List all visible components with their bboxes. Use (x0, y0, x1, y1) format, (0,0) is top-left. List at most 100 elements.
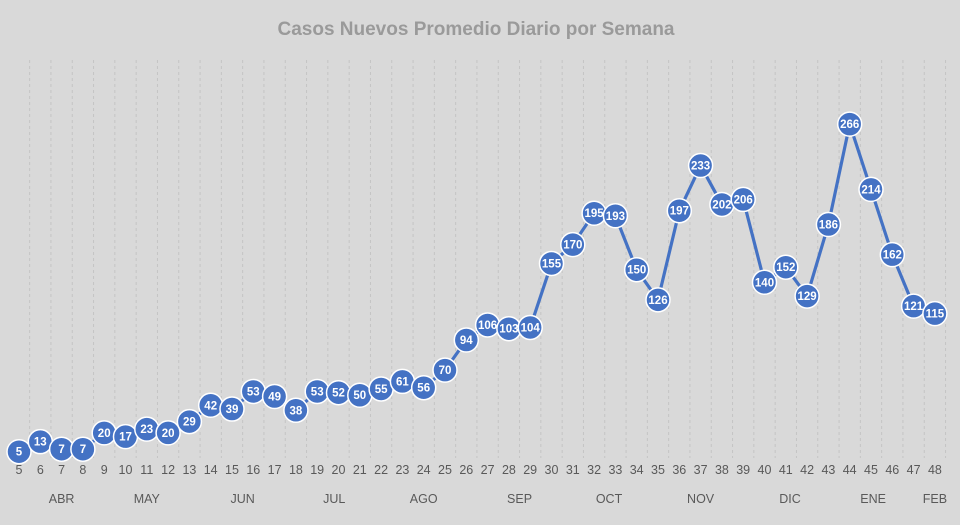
data-point (517, 314, 543, 341)
data-label: 49 (268, 391, 281, 403)
data-label: 193 (606, 211, 625, 223)
data-point (261, 383, 288, 410)
data-point (410, 374, 437, 401)
data-label: 106 (478, 320, 497, 332)
month-label: JUN (230, 492, 254, 506)
x-tick-label: 44 (843, 463, 857, 477)
month-label: FEB (923, 492, 947, 506)
month-label: AGO (410, 492, 438, 506)
data-label: 104 (521, 322, 541, 334)
x-tick-label: 36 (672, 463, 686, 477)
data-label: 23 (140, 424, 153, 436)
data-label: 56 (417, 383, 430, 395)
data-point (922, 300, 948, 327)
x-tick-label: 16 (246, 463, 260, 477)
x-tick-label: 34 (630, 463, 644, 477)
x-axis-ticks: 5 6 7 8 9 10 11 12 13 14 15 16 17 18 19 20 21 22 23 24 25 26 2… (16, 463, 942, 477)
x-tick-label: 39 (736, 463, 750, 477)
month-label: MAY (134, 492, 161, 506)
data-point (70, 436, 96, 462)
data-label: 115 (926, 309, 945, 321)
x-tick-label: 29 (523, 463, 537, 477)
data-point (623, 256, 650, 283)
x-tick-label: 15 (225, 463, 239, 477)
x-tick-label: 27 (481, 463, 495, 477)
data-point (751, 269, 778, 296)
month-label: JUL (323, 492, 345, 506)
data-label: 39 (226, 404, 239, 416)
data-label: 162 (883, 250, 902, 262)
x-tick-label: 42 (800, 463, 814, 477)
x-tick-label: 40 (758, 463, 772, 477)
x-tick-label: 18 (289, 463, 303, 477)
x-tick-label: 46 (885, 463, 899, 477)
x-tick-label: 37 (694, 463, 708, 477)
x-tick-label: 17 (268, 463, 282, 477)
data-point (432, 357, 458, 383)
x-tick-label: 33 (608, 463, 622, 477)
data-label: 13 (34, 437, 47, 449)
data-label: 195 (585, 208, 605, 220)
data-point (815, 211, 842, 238)
data-point (219, 396, 245, 422)
data-label: 202 (712, 199, 731, 211)
data-label: 186 (819, 220, 838, 232)
data-points: 5 13 7 7 20 17 23 20 29 42 39 53 49 38 53 52 50 55 61 56 70 9… (6, 111, 948, 465)
data-label: 7 (80, 444, 86, 456)
x-tick-label: 21 (353, 463, 367, 477)
x-tick-label: 12 (161, 463, 175, 477)
data-point (666, 197, 693, 224)
data-label: 197 (670, 206, 689, 218)
data-point (879, 241, 906, 268)
data-label: 121 (904, 301, 924, 313)
data-point (794, 283, 820, 309)
data-label: 17 (119, 432, 132, 444)
data-label: 206 (734, 194, 753, 206)
data-label: 70 (439, 365, 452, 377)
x-tick-label: 14 (204, 463, 218, 477)
data-label: 103 (499, 324, 518, 336)
data-label: 150 (627, 265, 646, 277)
x-tick-label: 11 (140, 463, 153, 477)
x-tick-label: 9 (101, 463, 108, 477)
x-tick-label: 10 (119, 463, 133, 477)
data-label: 53 (247, 386, 260, 398)
data-label: 52 (332, 388, 345, 400)
data-label: 61 (396, 376, 409, 388)
month-label: NOV (687, 492, 715, 506)
data-label: 7 (58, 444, 64, 456)
data-label: 38 (290, 405, 303, 417)
chart-title: Casos Nuevos Promedio Diario por Semana (277, 19, 674, 40)
data-point (176, 408, 203, 435)
data-point (730, 186, 756, 213)
data-label: 170 (563, 240, 582, 252)
x-tick-label: 26 (459, 463, 473, 477)
data-point (538, 250, 565, 277)
data-label: 94 (460, 335, 473, 347)
x-tick-label: 35 (651, 463, 665, 477)
data-label: 140 (755, 277, 774, 289)
month-label: OCT (596, 492, 623, 506)
data-point (560, 231, 586, 258)
x-tick-label: 41 (779, 463, 793, 477)
data-label: 55 (375, 384, 388, 396)
month-label: ABR (49, 492, 75, 506)
month-label: DIC (779, 492, 801, 506)
data-point (687, 152, 714, 179)
data-point (773, 254, 799, 280)
month-label: ENE (860, 492, 886, 506)
data-label: 20 (98, 428, 111, 440)
data-label: 126 (648, 295, 667, 307)
x-tick-label: 32 (587, 463, 601, 477)
x-tick-label: 47 (907, 463, 921, 477)
data-point (155, 420, 181, 446)
data-point (6, 438, 32, 465)
data-label: 233 (691, 161, 710, 173)
x-tick-label: 13 (182, 463, 196, 477)
x-tick-label: 22 (374, 463, 388, 477)
data-label: 53 (311, 386, 324, 398)
x-tick-label: 43 (821, 463, 835, 477)
data-point (453, 327, 480, 353)
data-point (836, 111, 863, 137)
